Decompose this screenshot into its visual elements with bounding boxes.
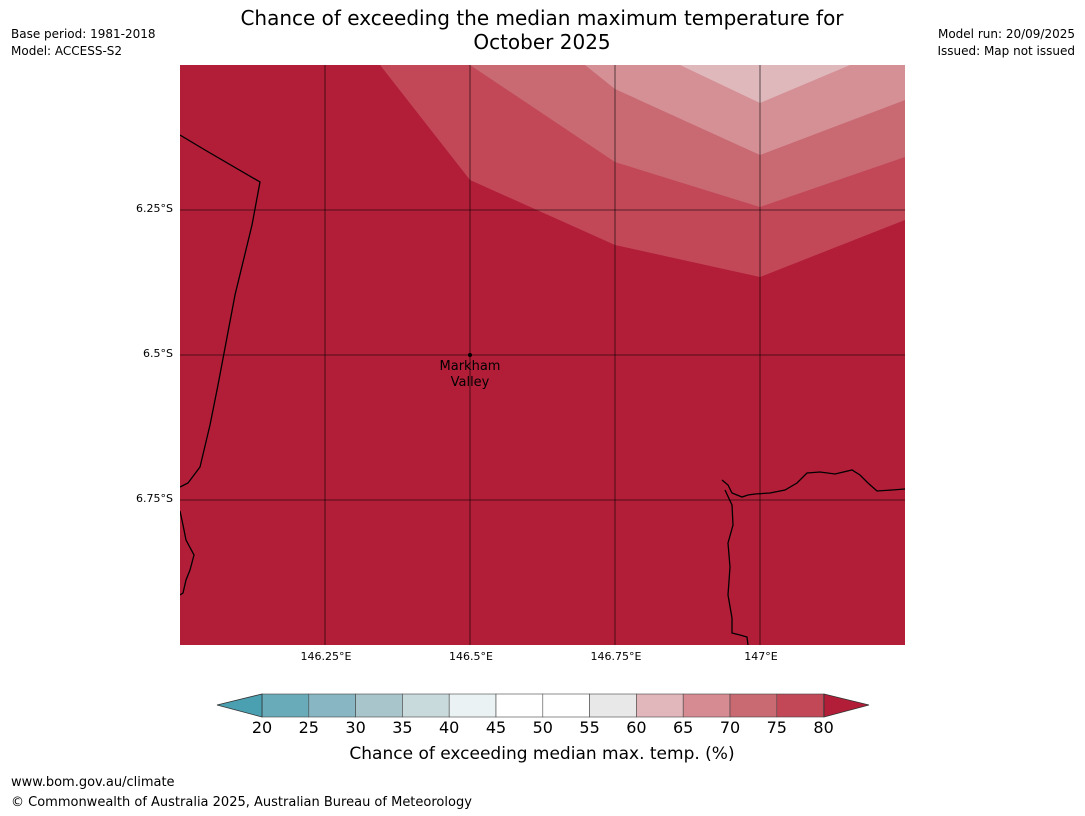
colorbar-tick-label: 65 — [673, 718, 694, 737]
lat-label-6-5: 6.5°S — [143, 347, 173, 360]
colorbar-cell — [589, 693, 637, 718]
colorbar-title: Chance of exceeding median max. temp. (%… — [349, 744, 735, 764]
colorbar-tick-label: 35 — [392, 718, 413, 737]
colorbar-cell — [448, 693, 497, 718]
colorbar-tick-label: 70 — [719, 718, 741, 737]
colorbar-cells — [261, 693, 824, 718]
colorbar — [216, 693, 870, 718]
coastline-southeast — [721, 469, 905, 498]
colorbar-tick-label: 60 — [626, 718, 647, 737]
colorbar-cell — [261, 693, 310, 718]
lat-label-6-25: 6.25°S — [136, 202, 173, 215]
place-label: Markham Valley — [420, 359, 520, 391]
place-marker — [468, 353, 472, 357]
colorbar-under-arrow — [216, 693, 263, 718]
colorbar-cell — [776, 693, 824, 718]
colorbar-tick-label: 80 — [813, 718, 834, 737]
colorbar-tick-label: 75 — [766, 718, 787, 737]
band-60-65 — [585, 65, 850, 103]
lon-label-146-25: 146.25°E — [300, 650, 352, 663]
colorbar-tick-label: 20 — [251, 718, 273, 737]
colorbar-cell — [682, 693, 731, 718]
colorbar-over-arrow — [823, 693, 870, 718]
colorbar-tick-label: 55 — [579, 718, 600, 737]
lon-label-146-75: 146.75°E — [590, 650, 642, 663]
model-run: Model run: 20/09/2025 — [937, 27, 1075, 41]
lon-label-146-5: 146.5°E — [449, 650, 493, 663]
footer-url[interactable]: www.bom.gov.au/climate — [11, 775, 175, 790]
lon-label-147: 147°E — [744, 650, 778, 663]
coastline-south-channel — [724, 489, 749, 645]
band-65-70 — [485, 65, 905, 155]
colorbar-cell — [308, 693, 356, 718]
footer-copyright: © Commonwealth of Australia 2025, Austra… — [11, 795, 472, 810]
colorbar-tick-label: 45 — [485, 718, 507, 737]
colorbar-cell — [729, 693, 778, 718]
place-label-line2: Valley — [450, 375, 490, 390]
colorbar-cell — [355, 693, 403, 718]
model-name: Model: ACCESS-S2 — [11, 44, 123, 58]
colorbar-cell — [402, 693, 450, 718]
forecast-map — [180, 65, 905, 645]
colorbar-cell — [542, 693, 590, 718]
border-west — [180, 134, 261, 488]
lat-label-6-75: 6.75°S — [136, 492, 173, 505]
map-title: Chance of exceeding the median maximum t… — [142, 6, 942, 54]
place-label-line1: Markham — [439, 359, 501, 374]
coastline-southwest — [180, 510, 195, 596]
colorbar-tick-label: 40 — [439, 718, 460, 737]
colorbar-cell — [495, 693, 544, 718]
colorbar-cell — [636, 693, 684, 718]
colorbar-tick-label: 30 — [345, 718, 366, 737]
colorbar-tick-label: 50 — [532, 718, 553, 737]
issued-status: Issued: Map not issued — [937, 44, 1075, 58]
boundaries — [180, 134, 905, 645]
map-title-line2: October 2025 — [473, 30, 611, 54]
map-title-line1: Chance of exceeding the median maximum t… — [240, 6, 844, 30]
colorbar-tick-label: 25 — [298, 718, 319, 737]
base-period: Base period: 1981-2018 — [11, 27, 156, 41]
